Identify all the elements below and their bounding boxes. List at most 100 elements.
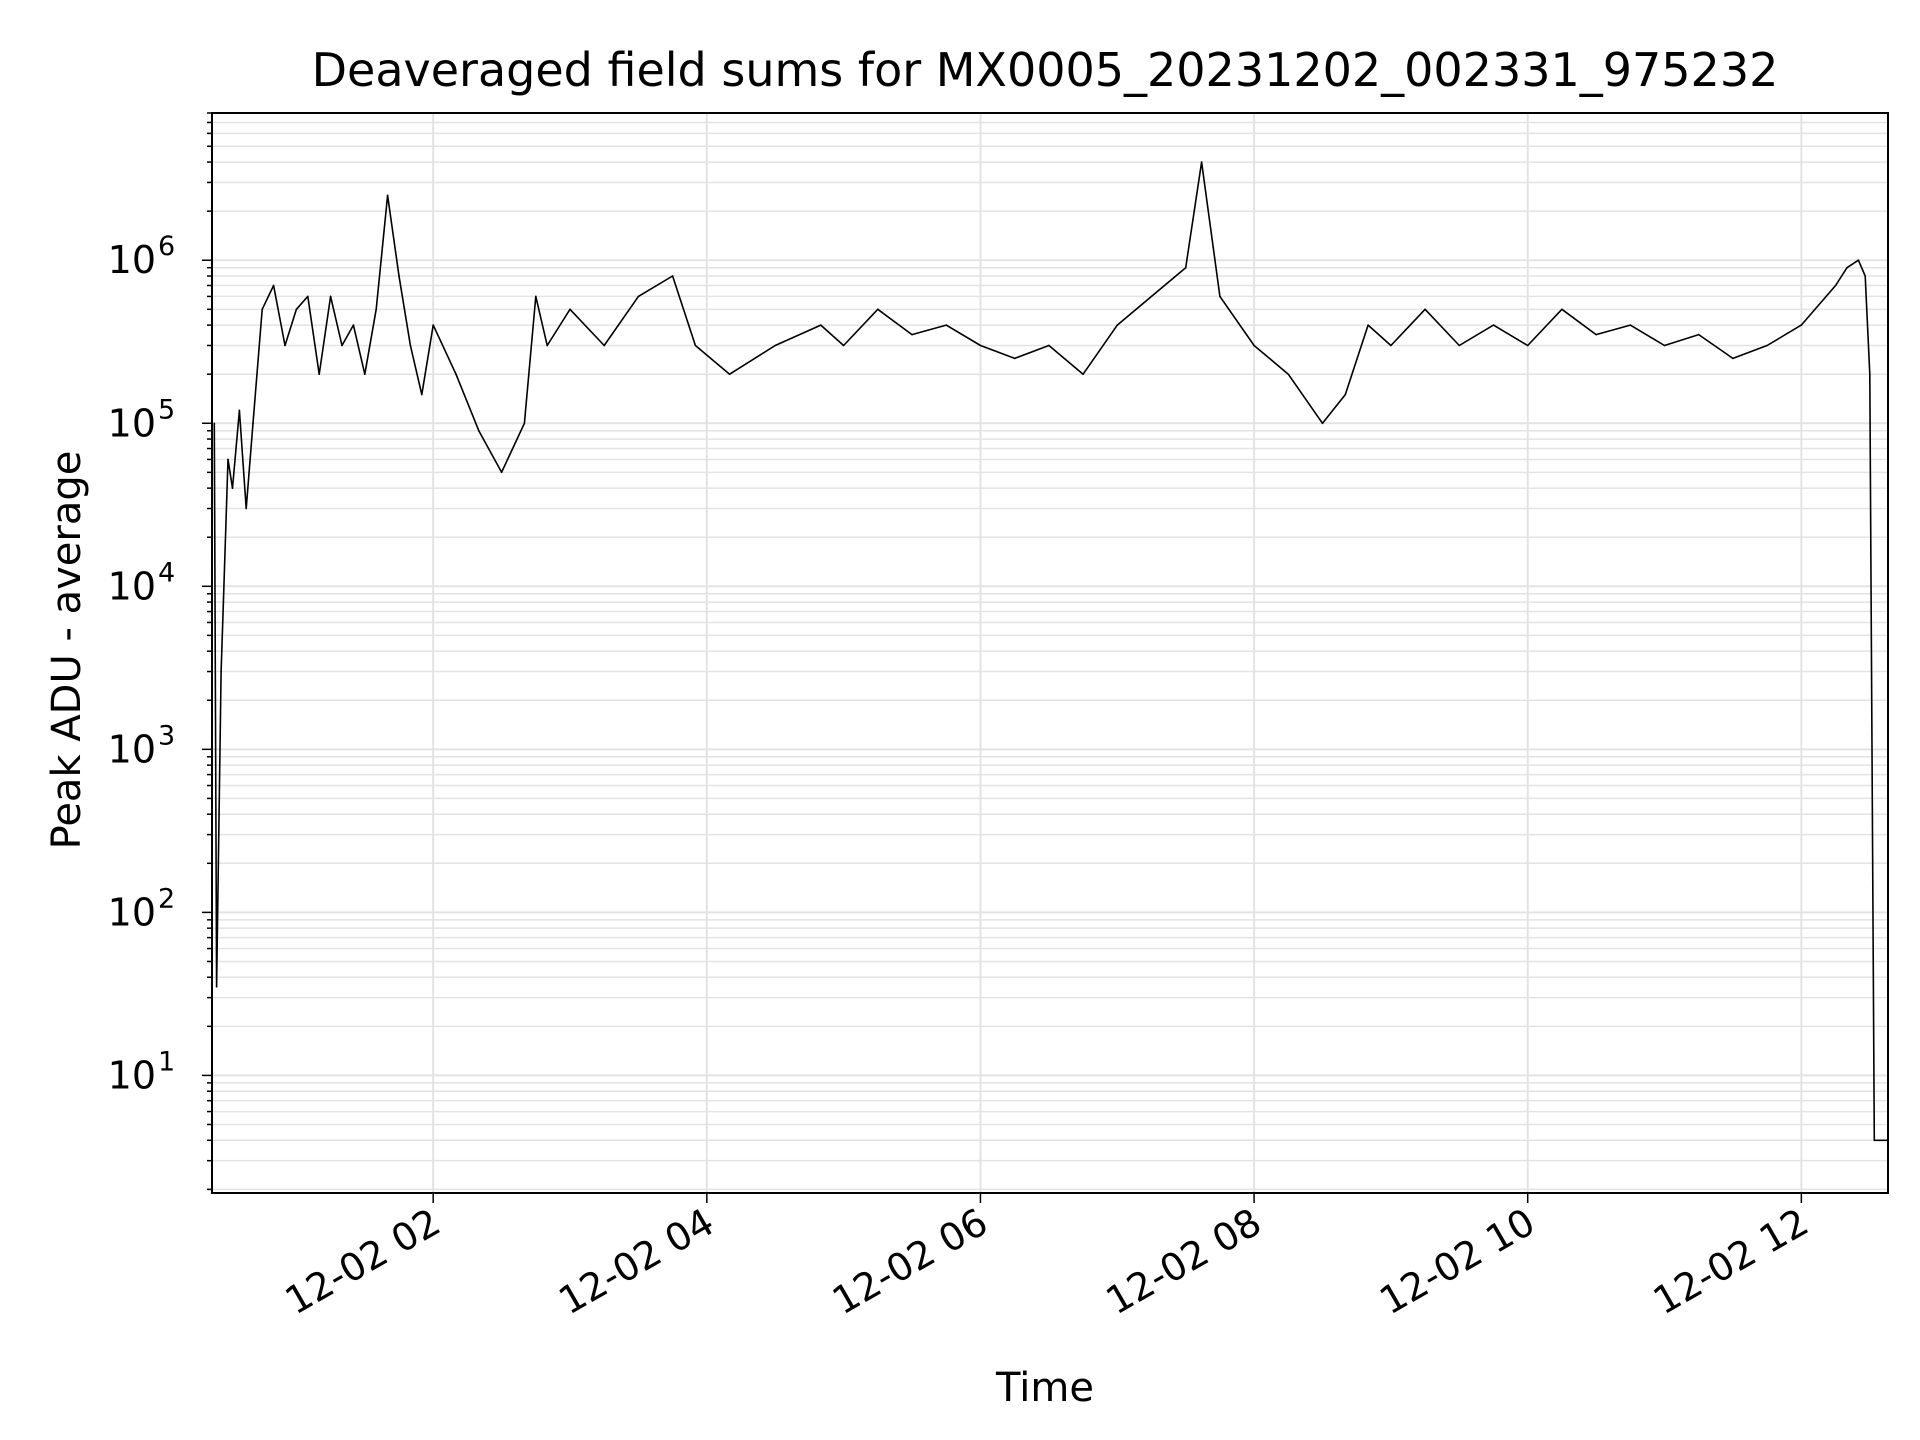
data-point xyxy=(1629,324,1632,326)
data-point xyxy=(375,308,377,311)
data-point xyxy=(213,422,216,425)
data-point xyxy=(1800,324,1803,326)
data-point xyxy=(455,373,457,375)
data-point xyxy=(546,344,548,347)
series-line-0 xyxy=(213,161,1888,1142)
data-point xyxy=(694,344,697,347)
x-tick-label: 12-02 12 xyxy=(1646,1200,1816,1324)
x-axis-label: Time xyxy=(995,1365,1094,1411)
y-tick-label: 10 xyxy=(108,401,156,445)
data-point xyxy=(671,275,674,277)
data-point xyxy=(842,344,845,347)
x-tick-label: 12-02 02 xyxy=(278,1200,448,1324)
x-tick-label: 12-02 04 xyxy=(551,1200,721,1324)
y-axis-label: Peak ADU - average xyxy=(44,451,90,850)
data-point xyxy=(1321,422,1324,425)
data-point xyxy=(409,344,412,347)
y-tick-label: 10 xyxy=(108,727,156,771)
y-tick-exponent: 3 xyxy=(158,720,175,751)
data-point xyxy=(1253,344,1255,347)
data-point xyxy=(1834,284,1837,287)
data-point xyxy=(1875,1139,1878,1142)
data-point xyxy=(398,275,400,277)
data-point xyxy=(1868,373,1871,375)
data-point xyxy=(420,393,423,396)
data-point xyxy=(284,344,286,347)
data-point xyxy=(1287,373,1290,375)
data-point xyxy=(1766,344,1768,347)
data-point xyxy=(386,194,389,197)
data-point xyxy=(1864,275,1866,277)
data-point xyxy=(261,308,263,311)
data-point xyxy=(329,295,332,298)
data-point xyxy=(245,507,248,510)
y-tick-label: 10 xyxy=(108,890,156,934)
data-point xyxy=(774,344,777,347)
data-point xyxy=(272,284,275,287)
data-point xyxy=(1857,259,1860,262)
grid xyxy=(212,112,1888,1193)
data-point xyxy=(820,324,822,326)
data-point xyxy=(1200,161,1203,163)
y-tick-label: 10 xyxy=(108,238,156,282)
y-tick-exponent: 4 xyxy=(158,557,175,588)
data-point xyxy=(477,429,480,432)
data-point xyxy=(215,985,218,988)
data-point xyxy=(1048,344,1050,347)
data-point xyxy=(1697,333,1700,336)
data-point xyxy=(1595,333,1597,336)
data-point xyxy=(1526,344,1529,347)
data-point xyxy=(1116,324,1119,326)
data-point xyxy=(945,324,948,326)
data-point xyxy=(432,324,434,326)
data-point xyxy=(238,409,241,412)
data-point xyxy=(500,471,503,474)
data-point xyxy=(534,295,537,298)
data-point xyxy=(1846,266,1848,269)
data-point xyxy=(523,422,526,425)
data-point xyxy=(1492,324,1495,326)
data-point xyxy=(603,344,606,347)
data-point xyxy=(1424,308,1426,311)
data-point xyxy=(295,308,298,311)
chart-title: Deaveraged field sums for MX0005_2023120… xyxy=(312,43,1779,97)
data-point xyxy=(1367,324,1369,326)
data-point xyxy=(877,308,879,311)
y-tick-label: 10 xyxy=(108,1053,156,1097)
data-point xyxy=(227,458,229,461)
data-point xyxy=(220,670,222,673)
data-point xyxy=(1732,357,1734,360)
x-tick-label: 12-02 10 xyxy=(1372,1200,1542,1324)
data-point xyxy=(252,422,254,425)
data-point xyxy=(728,373,731,375)
data-point xyxy=(1873,1139,1876,1142)
data-point xyxy=(1184,266,1187,269)
y-tick-exponent: 2 xyxy=(158,883,175,914)
data-point xyxy=(1082,373,1084,375)
data-point xyxy=(318,373,320,375)
data-point xyxy=(1458,344,1461,347)
data-point xyxy=(569,308,571,311)
data-point xyxy=(1390,344,1392,347)
data-point xyxy=(979,344,982,347)
data-point xyxy=(1663,344,1666,347)
x-tick-label: 12-02 06 xyxy=(825,1200,995,1324)
data-point xyxy=(911,333,913,336)
y-tick-exponent: 1 xyxy=(158,1046,175,1077)
y-tick-label: 10 xyxy=(108,564,156,608)
data-point xyxy=(1344,393,1347,396)
data-point xyxy=(306,295,309,298)
data-point xyxy=(363,373,366,375)
y-tick-exponent: 6 xyxy=(158,231,175,262)
y-tick-exponent: 5 xyxy=(158,394,175,425)
data-point xyxy=(1150,295,1153,298)
data-point xyxy=(222,601,225,603)
data-point xyxy=(341,344,343,347)
data-point xyxy=(1561,308,1563,311)
data-point xyxy=(231,487,234,489)
plot-frame xyxy=(211,112,1889,1194)
x-tick-label: 12-02 08 xyxy=(1099,1200,1269,1324)
data-point xyxy=(1219,295,1221,298)
